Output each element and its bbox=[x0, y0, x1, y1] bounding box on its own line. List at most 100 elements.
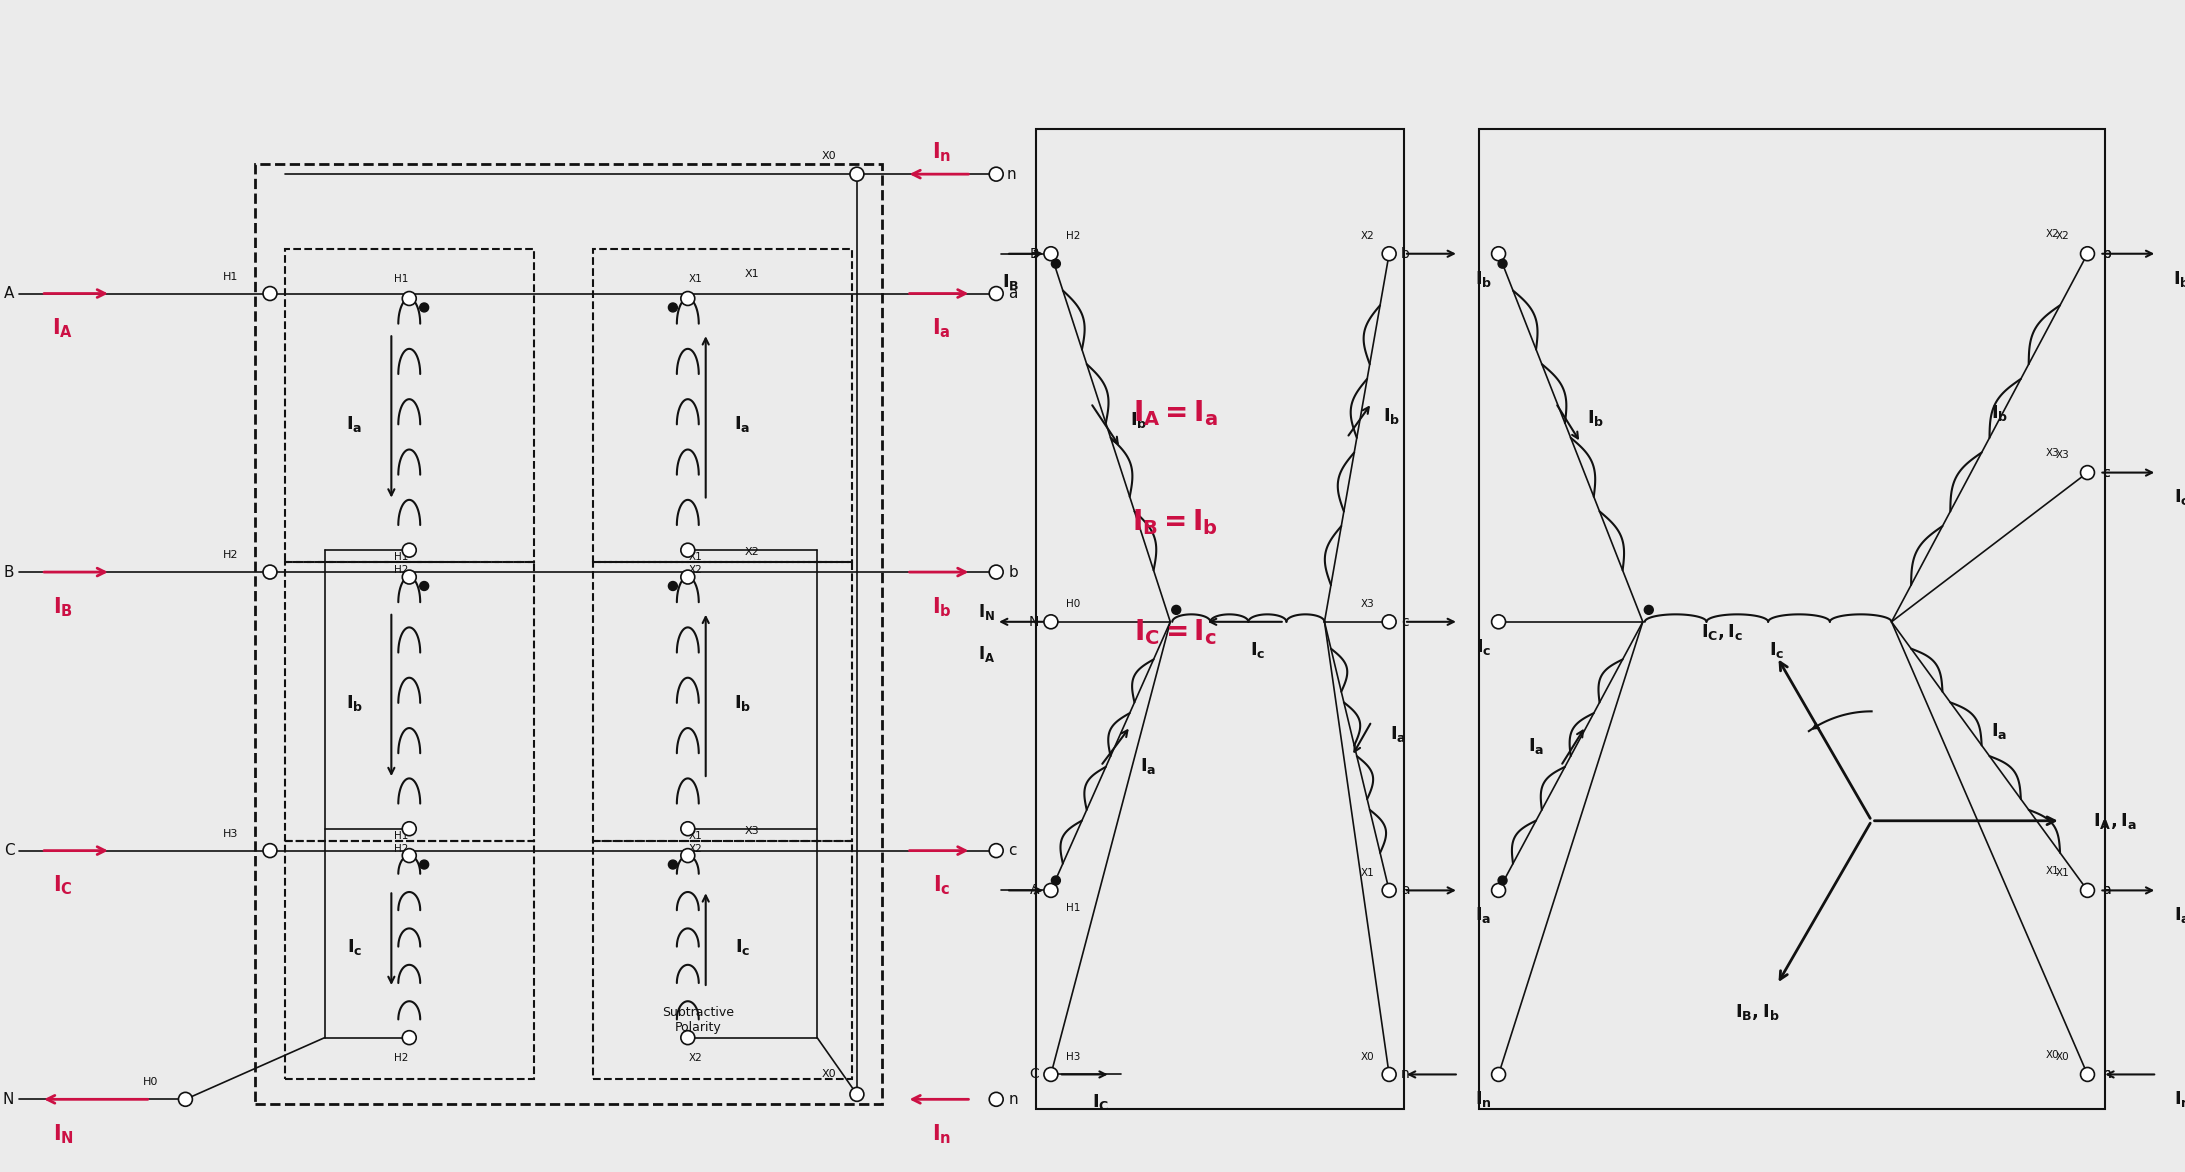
Circle shape bbox=[669, 860, 677, 868]
Text: $\mathbf{I_A}$: $\mathbf{I_A}$ bbox=[52, 316, 74, 340]
Text: a: a bbox=[1007, 286, 1018, 301]
Text: n: n bbox=[2102, 1068, 2111, 1082]
Circle shape bbox=[2080, 1068, 2095, 1082]
Text: H1: H1 bbox=[223, 272, 238, 281]
Text: H2: H2 bbox=[1066, 231, 1079, 240]
Text: $\mathbf{I_B}$: $\mathbf{I_B}$ bbox=[52, 595, 72, 619]
Circle shape bbox=[420, 581, 428, 591]
Text: $\mathbf{I_C}$: $\mathbf{I_C}$ bbox=[52, 873, 72, 898]
Circle shape bbox=[2080, 247, 2095, 260]
Circle shape bbox=[1645, 606, 1654, 614]
Circle shape bbox=[682, 849, 695, 863]
Circle shape bbox=[682, 544, 695, 557]
Circle shape bbox=[682, 1030, 695, 1044]
Text: b: b bbox=[2102, 247, 2111, 260]
Circle shape bbox=[420, 304, 428, 312]
Text: X2: X2 bbox=[688, 844, 704, 853]
Text: H1: H1 bbox=[393, 552, 409, 563]
Text: Subtractive
Polarity: Subtractive Polarity bbox=[662, 1006, 734, 1034]
Text: C: C bbox=[1029, 1068, 1040, 1082]
Circle shape bbox=[179, 1092, 192, 1106]
Text: n: n bbox=[1401, 1068, 1409, 1082]
Text: H0: H0 bbox=[142, 1077, 157, 1088]
Text: $\mathbf{I_c}$: $\mathbf{I_c}$ bbox=[1770, 640, 1785, 660]
Circle shape bbox=[2080, 465, 2095, 479]
Text: X2: X2 bbox=[1361, 231, 1374, 240]
Text: a: a bbox=[2102, 884, 2111, 898]
Text: $\mathbf{I_b}$: $\mathbf{I_b}$ bbox=[2174, 268, 2185, 288]
Text: c: c bbox=[2102, 465, 2111, 479]
Text: H2: H2 bbox=[223, 550, 238, 560]
Text: $\mathbf{I_b}$: $\mathbf{I_b}$ bbox=[1586, 408, 1604, 428]
Text: $\mathbf{I_b}$: $\mathbf{I_b}$ bbox=[345, 693, 363, 713]
Circle shape bbox=[1499, 875, 1508, 885]
Text: C: C bbox=[4, 843, 15, 858]
Text: b: b bbox=[1401, 247, 1409, 260]
Text: X0: X0 bbox=[822, 151, 837, 162]
Circle shape bbox=[669, 304, 677, 312]
Circle shape bbox=[402, 292, 415, 306]
Text: H3: H3 bbox=[1066, 1051, 1079, 1062]
Text: X3: X3 bbox=[2045, 448, 2060, 458]
Circle shape bbox=[990, 1092, 1003, 1106]
Circle shape bbox=[682, 822, 695, 836]
Text: H3: H3 bbox=[223, 829, 238, 839]
Circle shape bbox=[1492, 615, 1505, 628]
Text: X2: X2 bbox=[688, 565, 704, 575]
Text: $\mathbf{I_a}$: $\mathbf{I_a}$ bbox=[1475, 905, 1492, 925]
Text: a: a bbox=[2102, 884, 2111, 898]
Text: $\mathbf{I_b}$: $\mathbf{I_b}$ bbox=[1383, 406, 1401, 425]
Circle shape bbox=[669, 581, 677, 591]
Text: $\mathbf{I_B}$: $\mathbf{I_B}$ bbox=[1003, 272, 1020, 292]
Circle shape bbox=[850, 1088, 863, 1102]
Text: $\mathbf{I_N}$: $\mathbf{I_N}$ bbox=[52, 1123, 74, 1146]
Text: X2: X2 bbox=[2056, 231, 2069, 240]
Circle shape bbox=[420, 860, 428, 868]
Text: b: b bbox=[1007, 565, 1018, 580]
Circle shape bbox=[402, 822, 415, 836]
Circle shape bbox=[1499, 259, 1508, 268]
Text: $\mathbf{I_b}$: $\mathbf{I_b}$ bbox=[734, 693, 752, 713]
Circle shape bbox=[682, 570, 695, 584]
Text: $\mathbf{I_C = I_c}$: $\mathbf{I_C = I_c}$ bbox=[1134, 616, 1217, 647]
Text: $\mathbf{I_a}$: $\mathbf{I_a}$ bbox=[734, 415, 752, 435]
Circle shape bbox=[682, 292, 695, 306]
Text: X2: X2 bbox=[688, 1052, 704, 1063]
Text: $\mathbf{I_a}$: $\mathbf{I_a}$ bbox=[1991, 721, 2008, 741]
Text: $\mathbf{I_C}$: $\mathbf{I_C}$ bbox=[1092, 1092, 1110, 1112]
Text: X0: X0 bbox=[1361, 1051, 1374, 1062]
Circle shape bbox=[262, 565, 277, 579]
Text: $\mathbf{I_b}$: $\mathbf{I_b}$ bbox=[1130, 410, 1147, 430]
Text: X0: X0 bbox=[822, 1069, 837, 1079]
Text: n: n bbox=[1007, 1092, 1018, 1106]
Circle shape bbox=[402, 849, 415, 863]
Text: N: N bbox=[1029, 615, 1040, 629]
Text: $\mathbf{I_a}$: $\mathbf{I_a}$ bbox=[2174, 905, 2185, 925]
Text: a: a bbox=[1401, 884, 1409, 898]
Text: b: b bbox=[2102, 247, 2111, 260]
Text: H0: H0 bbox=[1066, 599, 1079, 609]
Text: n: n bbox=[1005, 166, 1016, 182]
Circle shape bbox=[1051, 259, 1060, 268]
Text: $\mathbf{I_n}$: $\mathbf{I_n}$ bbox=[2174, 1089, 2185, 1110]
Text: c: c bbox=[1007, 843, 1016, 858]
Circle shape bbox=[990, 287, 1003, 300]
Text: c: c bbox=[1401, 615, 1409, 629]
Text: X3: X3 bbox=[745, 826, 760, 836]
Text: X3: X3 bbox=[1361, 599, 1374, 609]
Text: H1: H1 bbox=[393, 273, 409, 284]
Circle shape bbox=[262, 287, 277, 300]
Text: $\mathbf{I_a}$: $\mathbf{I_a}$ bbox=[933, 316, 950, 340]
Text: H2: H2 bbox=[393, 1052, 409, 1063]
Text: A: A bbox=[4, 286, 15, 301]
Text: $\mathbf{I_c}$: $\mathbf{I_c}$ bbox=[347, 936, 363, 956]
Circle shape bbox=[402, 1030, 415, 1044]
Text: $\mathbf{I_b}$: $\mathbf{I_b}$ bbox=[1991, 403, 2008, 423]
Text: X1: X1 bbox=[745, 268, 760, 279]
Text: $\mathbf{I_c}$: $\mathbf{I_c}$ bbox=[2174, 488, 2185, 507]
Text: c: c bbox=[2102, 465, 2111, 479]
Text: $\mathbf{I_c}$: $\mathbf{I_c}$ bbox=[734, 936, 749, 956]
Circle shape bbox=[1492, 884, 1505, 898]
Text: n: n bbox=[2102, 1068, 2111, 1082]
Text: X2: X2 bbox=[745, 547, 760, 557]
